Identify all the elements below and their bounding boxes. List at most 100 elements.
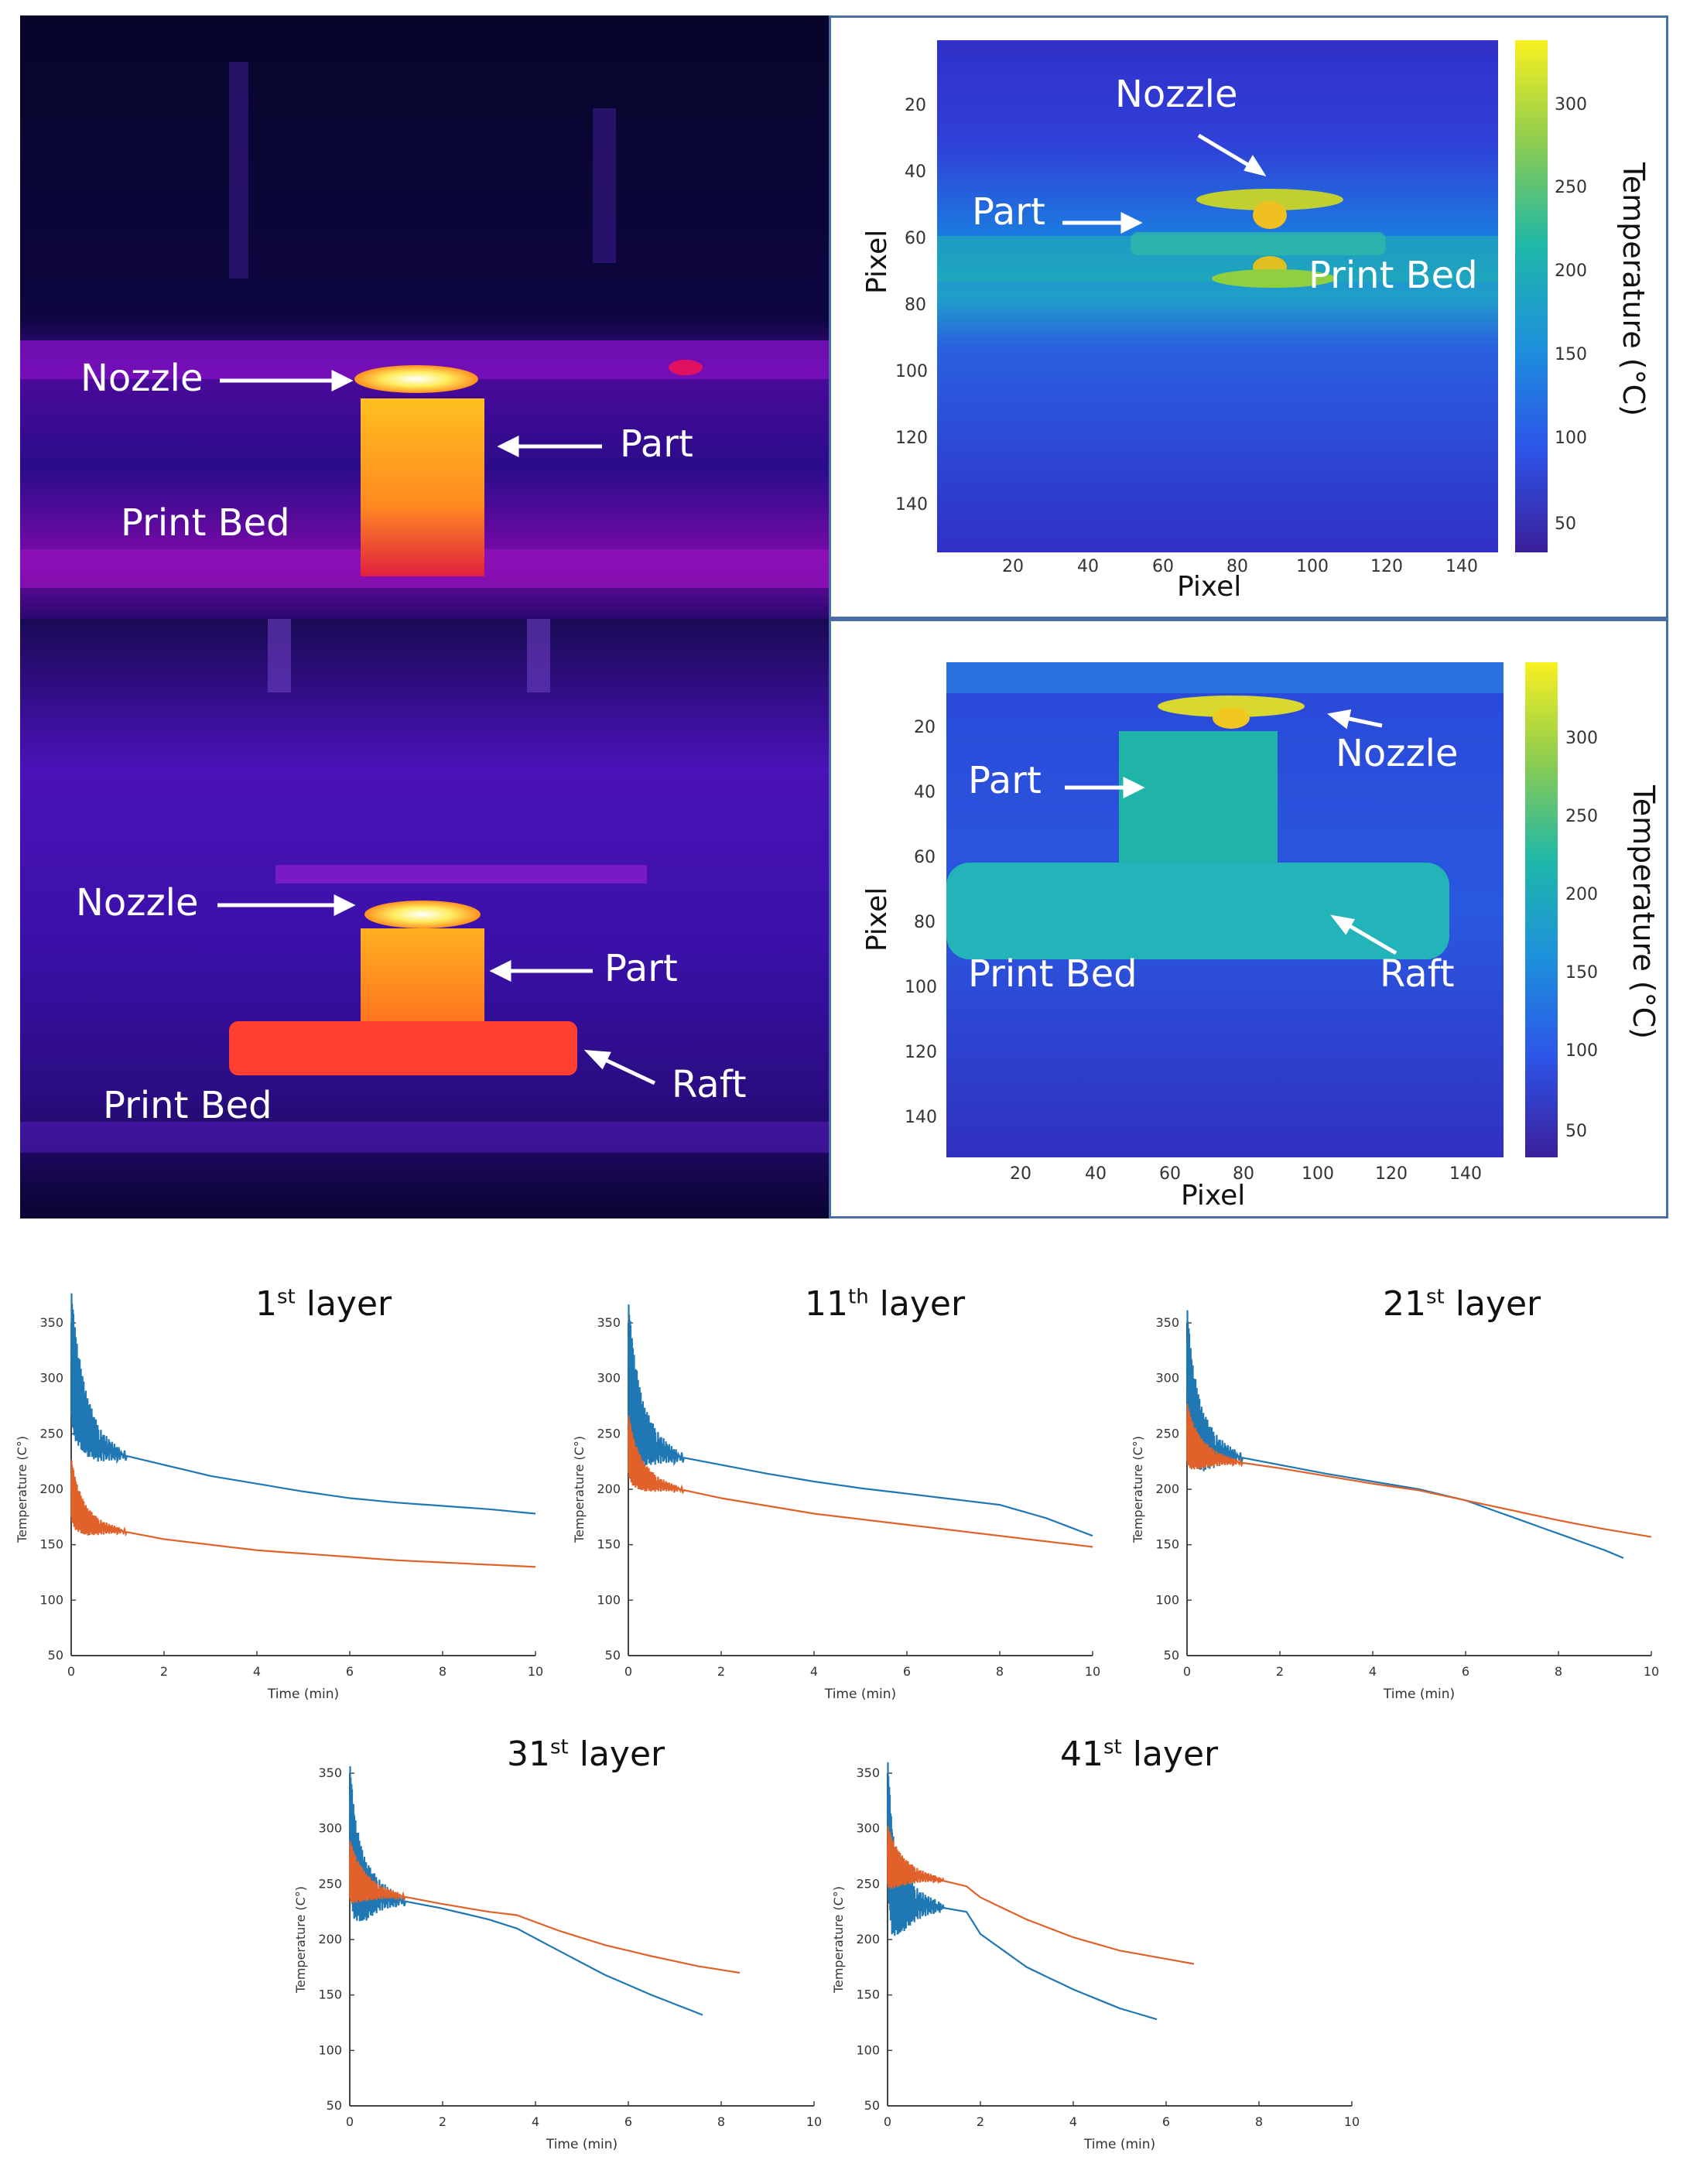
map-top-ytick: 40 [905,162,926,182]
temperature-map-top: Nozzle Part Print Bed Pixel Pixel 20 40 … [829,15,1668,619]
photo-top-nozzle-label: Nozzle [80,357,204,400]
map-top-print-bed-label: Print Bed [1309,254,1478,297]
x-tick-label: 6 [1462,1664,1469,1679]
plot-svg: 0 2 4 6 8 10 50 100 150 200 250 300 350 Time (min) Tem… [293,1765,822,2152]
y-tick-label: 150 [856,1987,880,2002]
map-top-xtick: 60 [1152,557,1174,576]
x-axis-label: Time (min) [1083,2137,1155,2152]
y-tick-label: 350 [1155,1315,1179,1330]
map-top-colorbar-label: Temperature (°C) [1616,162,1651,416]
thermal-photo-bottom: Nozzle Part Raft Print Bed [20,619,829,1218]
y-axis-label: Temperature (C°) [1131,1436,1145,1543]
series-line-series_a [70,1293,536,1515]
map-top-cbar-tick: 300 [1555,95,1587,114]
x-tick-label: 10 [528,1664,543,1679]
x-tick-label: 10 [1085,1664,1100,1679]
map-bottom-nozzle-label: Nozzle [1336,732,1459,775]
photo-bottom-raft-label: Raft [672,1063,747,1106]
y-tick-label: 300 [597,1371,621,1386]
y-tick-label: 350 [39,1315,63,1330]
map-bottom-raft-label: Raft [1380,952,1455,996]
x-tick-label: 8 [439,1664,446,1679]
plot-title: 21st layer [1383,1284,1541,1324]
plot-title: 41st layer [1060,1735,1219,1774]
y-axis-label: Temperature (C°) [572,1436,587,1543]
map-bottom-xtick: 120 [1375,1164,1408,1184]
plot-title: 1st layer [255,1284,392,1324]
x-tick-label: 2 [439,2114,446,2129]
map-bottom-cbar-tick: 150 [1565,963,1598,983]
series-line-series_a [348,1765,703,2016]
map-top-cbar-tick: 50 [1555,514,1576,534]
map-top-part-label: Part [972,190,1045,234]
photo-bottom-part-label: Part [604,947,678,990]
map-bottom-xtick: 80 [1233,1164,1254,1184]
map-bottom-cbar-tick: 100 [1565,1041,1598,1061]
x-tick-label: 6 [346,1664,354,1679]
map-bottom-ytick: 60 [914,848,936,867]
map-bottom-ytick: 120 [905,1043,937,1062]
x-tick-label: 8 [996,1664,1004,1679]
y-tick-label: 200 [1155,1482,1179,1496]
temperature-map-top-image [937,40,1548,552]
x-tick-label: 0 [1183,1664,1191,1679]
map-top-ytick: 140 [895,495,928,514]
photo-bottom-nozzle-label: Nozzle [76,881,199,925]
map-bottom-print-bed-label: Print Bed [968,952,1138,996]
x-tick-label: 4 [810,1664,818,1679]
map-bottom-xtick: 100 [1302,1164,1334,1184]
y-tick-label: 250 [856,1876,880,1891]
x-tick-label: 8 [717,2114,725,2129]
plot-svg: 0 2 4 6 8 10 50 100 150 200 250 300 350 Time (min) Tem… [572,1304,1100,1702]
plot-title: 31st layer [507,1735,665,1774]
plot-layer-41: 41st layer 0 2 4 6 8 10 50 100 150 200 250 300 350 Ti… [816,1719,1374,2168]
map-bottom-ytick: 20 [914,718,936,737]
series-line-series_b [70,1460,536,1568]
map-bottom-xtick: 60 [1159,1164,1181,1184]
thermal-photo-bottom-image [20,619,829,1218]
x-tick-label: 2 [977,2114,984,2129]
map-top-ytick: 80 [905,296,926,315]
y-tick-label: 150 [39,1537,63,1552]
x-tick-label: 0 [67,1664,75,1679]
map-top-xtick: 120 [1370,557,1403,576]
x-axis-label: Time (min) [1383,1687,1455,1702]
y-axis-label: Temperature (C°) [293,1886,308,1994]
x-tick-label: 4 [253,1664,261,1679]
y-tick-label: 250 [1155,1426,1179,1441]
x-tick-label: 2 [1276,1664,1284,1679]
x-tick-label: 0 [346,2114,354,2129]
map-bottom-cbar-tick: 300 [1565,729,1598,748]
x-tick-label: 2 [717,1664,725,1679]
y-tick-label: 250 [318,1876,342,1891]
map-top-arrows [1062,133,1267,234]
x-tick-label: 0 [624,1664,632,1679]
photo-top-print-bed-label: Print Bed [121,501,290,545]
x-tick-label: 8 [1255,2114,1263,2129]
map-top-cbar-tick: 150 [1555,345,1587,364]
map-top-xtick: 40 [1077,557,1099,576]
plot-layer-21: 21st layer 0 2 4 6 8 10 50 100 150 200 250 300 350 Ti… [1116,1269,1673,1717]
map-top-xtick: 140 [1445,557,1478,576]
map-bottom-part-label: Part [968,759,1042,802]
y-tick-label: 200 [318,1932,342,1946]
map-top-cbar-tick: 100 [1555,429,1587,448]
map-bottom-ytick: 40 [914,783,936,802]
x-tick-label: 10 [806,2114,822,2129]
map-top-ytick: 60 [905,229,926,248]
map-bottom-colorbar-label: Temperature (°C) [1627,785,1661,1039]
map-top-ylabel: Pixel [861,229,893,294]
x-axis-label: Time (min) [546,2137,618,2152]
map-top-ytick: 100 [895,362,928,381]
series-line-series_b [348,1841,741,1974]
photo-bottom-arrows [217,894,656,1085]
y-axis-label: Temperature (C°) [831,1886,846,1994]
x-tick-label: 4 [1369,1664,1377,1679]
y-tick-label: 350 [856,1765,880,1780]
map-bottom-arrows [1065,709,1398,955]
map-top-xtick: 20 [1002,557,1024,576]
y-tick-label: 250 [39,1426,63,1441]
x-tick-label: 10 [1344,2114,1360,2129]
x-tick-label: 10 [1644,1664,1659,1679]
x-tick-label: 4 [1069,2114,1077,2129]
